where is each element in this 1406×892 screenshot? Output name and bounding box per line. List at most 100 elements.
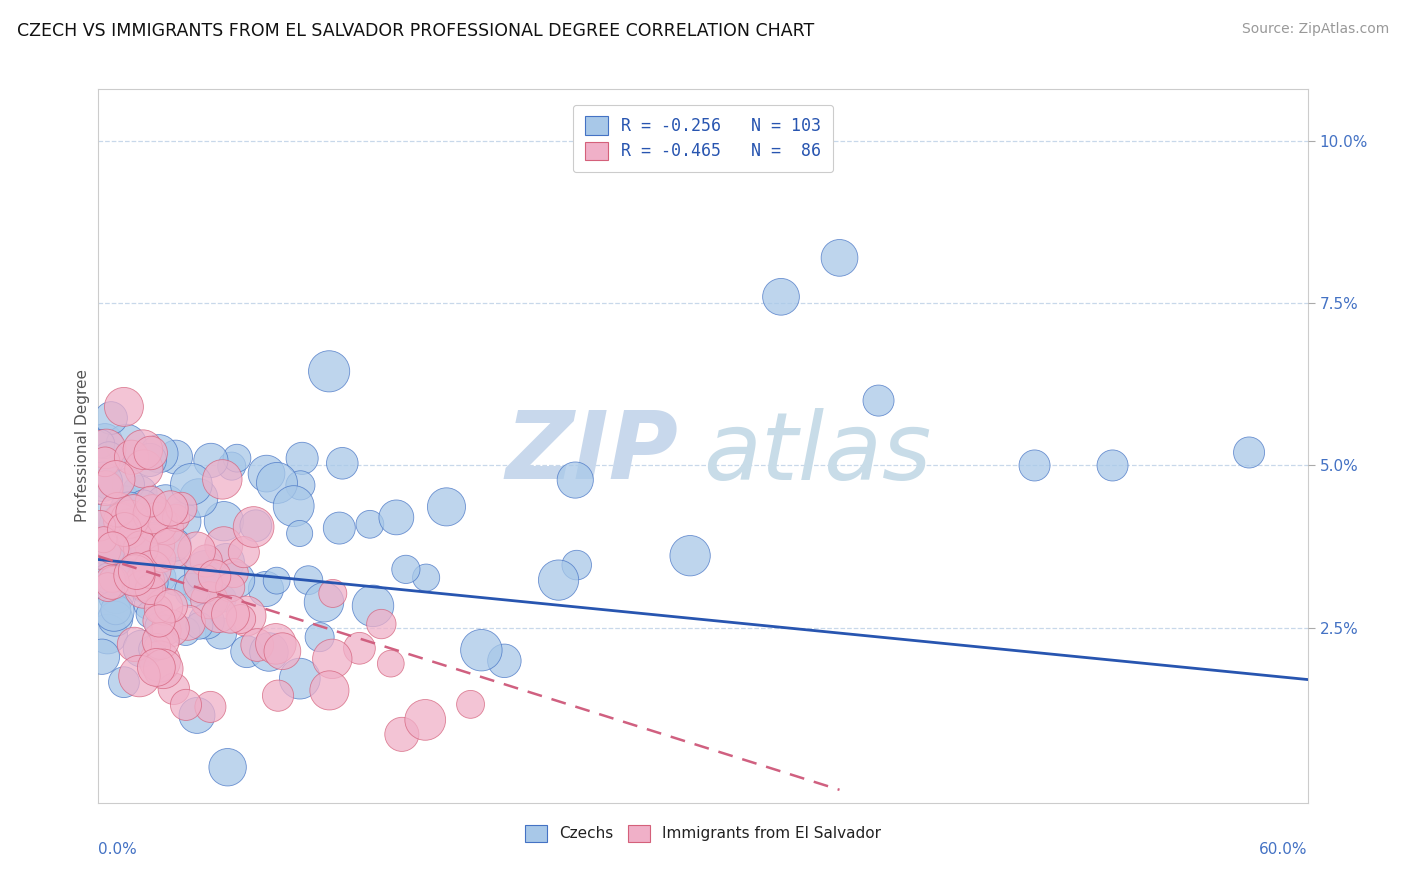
Point [219, 581, 242, 595]
Point [163, 681, 186, 696]
Point [96, 560, 118, 574]
Point [90, 523, 112, 537]
Point [138, 533, 160, 548]
Point [547, 573, 569, 587]
Point [114, 569, 136, 583]
Point [110, 514, 132, 528]
Point [288, 672, 311, 686]
Point [370, 617, 392, 632]
Point [93, 533, 115, 547]
Point [101, 543, 124, 558]
Point [105, 589, 128, 603]
Point [828, 251, 851, 265]
Point [266, 475, 288, 490]
Point [209, 626, 232, 640]
Point [359, 517, 381, 532]
Y-axis label: Professional Degree: Professional Degree [75, 369, 90, 523]
Point [288, 526, 311, 541]
Point [121, 450, 143, 465]
Point [198, 593, 221, 607]
Point [139, 582, 162, 597]
Point [246, 638, 269, 652]
Point [254, 582, 277, 596]
Point [170, 500, 193, 515]
Point [391, 727, 413, 741]
Point [395, 562, 418, 576]
Point [215, 555, 238, 569]
Point [101, 575, 124, 590]
Point [415, 571, 437, 585]
Point [679, 549, 702, 563]
Point [91, 649, 114, 664]
Point [385, 510, 408, 524]
Point [104, 603, 127, 617]
Point [132, 582, 155, 596]
Point [155, 498, 177, 512]
Point [328, 521, 350, 535]
Point [150, 551, 173, 566]
Point [101, 541, 124, 555]
Point [1024, 458, 1046, 473]
Point [122, 505, 145, 519]
Point [141, 575, 163, 590]
Point [124, 568, 146, 582]
Point [166, 569, 188, 583]
Point [139, 494, 162, 508]
Point [219, 607, 242, 622]
Point [97, 450, 120, 465]
Point [148, 447, 170, 461]
Point [117, 477, 139, 491]
Point [101, 573, 124, 587]
Point [413, 713, 436, 727]
Point [170, 515, 193, 529]
Point [318, 364, 340, 378]
Point [90, 542, 112, 557]
Point [132, 462, 155, 476]
Text: atlas: atlas [703, 408, 931, 499]
Point [297, 573, 319, 587]
Point [98, 571, 121, 585]
Point [1237, 445, 1260, 459]
Point [89, 437, 111, 451]
Point [111, 510, 134, 524]
Text: Source: ZipAtlas.com: Source: ZipAtlas.com [1241, 22, 1389, 37]
Point [322, 586, 344, 600]
Point [257, 645, 280, 659]
Point [436, 500, 458, 514]
Point [94, 434, 117, 448]
Point [134, 569, 156, 583]
Point [200, 699, 222, 714]
Point [180, 583, 202, 598]
Point [149, 570, 172, 584]
Point [769, 290, 792, 304]
Point [149, 634, 172, 648]
Point [149, 655, 172, 669]
Point [1101, 458, 1123, 473]
Text: CZECH VS IMMIGRANTS FROM EL SALVADOR PROFESSIONAL DEGREE CORRELATION CHART: CZECH VS IMMIGRANTS FROM EL SALVADOR PRO… [17, 22, 814, 40]
Point [96, 477, 118, 491]
Point [318, 683, 340, 698]
Point [174, 624, 197, 639]
Point [321, 652, 343, 666]
Point [124, 637, 146, 651]
Point [142, 508, 165, 522]
Point [128, 669, 150, 683]
Text: 0.0%: 0.0% [98, 842, 138, 857]
Point [108, 517, 131, 532]
Point [204, 569, 226, 583]
Point [188, 580, 211, 594]
Point [225, 573, 247, 587]
Point [217, 760, 239, 774]
Point [349, 641, 371, 656]
Point [174, 698, 197, 712]
Point [103, 604, 125, 618]
Point [97, 580, 120, 594]
Point [330, 456, 353, 470]
Point [104, 612, 127, 626]
Point [134, 574, 156, 589]
Point [112, 400, 135, 414]
Point [139, 446, 162, 460]
Text: 60.0%: 60.0% [1260, 842, 1308, 857]
Point [222, 566, 245, 580]
Point [221, 459, 243, 474]
